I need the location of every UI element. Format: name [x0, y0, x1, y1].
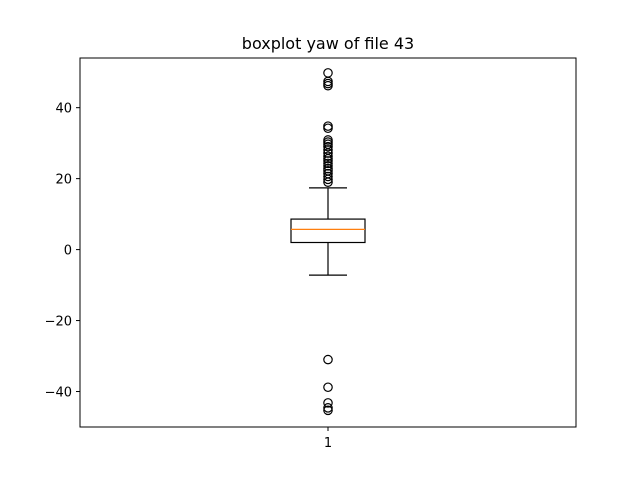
outlier-point: [323, 403, 333, 413]
outlier-point: [323, 354, 333, 365]
outlier-point: [323, 405, 333, 416]
outlier-point: [323, 121, 333, 131]
chart-title: boxplot yaw of file 43: [242, 34, 414, 53]
outlier-point: [323, 161, 333, 171]
outlier-point: [323, 151, 333, 162]
axis-ticks: −40 −20 0 20 40 1: [45, 102, 333, 451]
outlier-point: [323, 398, 333, 408]
iqr-box: [290, 218, 366, 244]
x-tick-label: 1: [324, 436, 332, 451]
y-tick-label: 0: [64, 244, 72, 259]
outlier-point: [323, 135, 333, 145]
y-tick-label: 40: [55, 102, 72, 117]
outlier-point: [323, 158, 333, 169]
outlier-point: [323, 382, 333, 393]
outlier-point: [323, 141, 333, 152]
y-tick-label: −40: [45, 386, 72, 401]
y-tick-label: −20: [45, 315, 72, 330]
outlier-point: [323, 68, 333, 78]
plot-area: [290, 68, 366, 416]
y-tick-label: 20: [55, 173, 72, 188]
